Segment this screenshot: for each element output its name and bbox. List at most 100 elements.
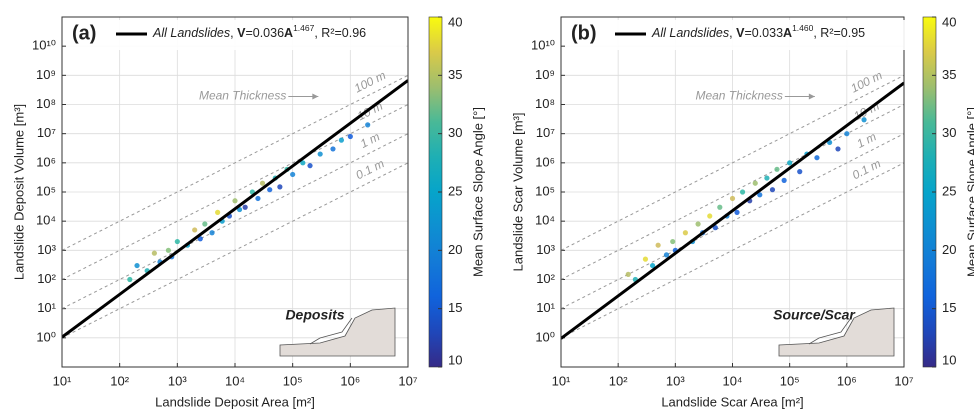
y-tick-label: 10⁶ — [535, 154, 555, 169]
colorbar-tick-label: 35 — [448, 67, 462, 82]
y-tick-label: 10⁵ — [36, 183, 56, 198]
data-point — [642, 256, 649, 262]
x-tick-label: 10⁶ — [837, 373, 857, 388]
colorbar-tick-label: 10 — [942, 352, 956, 367]
data-point — [707, 213, 713, 219]
legend-a: 0.036 — [253, 26, 284, 40]
data-point — [347, 133, 353, 140]
y-tick-label: 10⁸ — [36, 96, 56, 111]
legend-r2: 0.95 — [841, 26, 865, 40]
thickness-line — [62, 162, 408, 339]
inset-slide — [808, 317, 852, 345]
data-point — [197, 236, 203, 242]
x-tick-label: 10³ — [168, 373, 187, 388]
x-axis-label: Landslide Deposit Area [m²] — [155, 394, 315, 409]
x-tick-label: 10⁷ — [398, 373, 417, 388]
data-point — [670, 238, 676, 245]
thickness-line — [561, 133, 904, 310]
data-point — [695, 221, 701, 227]
y-tick-label: 10⁷ — [37, 125, 56, 140]
data-point — [752, 180, 758, 186]
colorbar-tick-label: 15 — [448, 300, 462, 315]
y-tick-label: 10¹ — [536, 300, 555, 315]
data-point — [307, 163, 313, 169]
thickness-line — [62, 74, 408, 251]
y-tick-label: 10¹⁰ — [32, 38, 56, 53]
y-tick-label: 10² — [37, 271, 56, 286]
y-tick-label: 10⁵ — [535, 183, 555, 198]
data-point — [625, 271, 631, 277]
inset-shape — [279, 307, 396, 357]
x-tick-label: 10⁵ — [780, 373, 800, 388]
thickness-title: Mean Thickness — [695, 89, 782, 103]
data-point — [734, 209, 740, 215]
data-point — [844, 131, 850, 137]
thickness-line — [561, 162, 904, 339]
colorbar-tick-label: 20 — [448, 242, 462, 257]
x-axis-label: Landslide Scar Area [m²] — [661, 394, 803, 409]
y-tick-label: 10⁹ — [535, 67, 555, 82]
thickness-line — [62, 104, 408, 280]
colorbar-label: Mean Surface Slope Angle [°] — [470, 107, 485, 277]
axes-frame — [61, 16, 409, 368]
colorbar-tick-label: 40 — [448, 14, 462, 29]
y-tick-label: 10⁶ — [36, 154, 56, 169]
legend-lhs: V — [237, 26, 246, 40]
y-tick-label: 10² — [536, 271, 555, 286]
legend-text: All Landslides, V=0.033A1.460, R²=0.95 — [651, 23, 865, 40]
legend-eq: = — [744, 26, 751, 40]
data-point — [317, 151, 323, 157]
data-point — [861, 117, 867, 123]
x-tick-label: 10¹ — [552, 373, 571, 388]
data-point — [330, 146, 336, 152]
colorbar-tick-label: 25 — [448, 183, 462, 198]
x-tick-label: 10² — [609, 373, 628, 388]
data-point — [290, 171, 296, 178]
data-point — [814, 155, 820, 161]
thickness-arrowhead — [312, 93, 319, 100]
data-point — [717, 204, 723, 210]
data-point — [215, 209, 221, 215]
y-tick-label: 10³ — [37, 242, 56, 257]
y-tick-label: 10⁰ — [36, 329, 56, 344]
y-tick-label: 10⁷ — [536, 125, 555, 140]
y-tick-label: 10³ — [536, 242, 555, 257]
data-point — [739, 189, 746, 195]
y-tick-label: 10¹ — [37, 300, 56, 315]
colorbar-tick-label: 40 — [942, 14, 956, 29]
x-tick-label: 10³ — [666, 373, 685, 388]
data-point — [338, 137, 345, 143]
y-tick-label: 10¹⁰ — [531, 38, 555, 53]
x-tick-label: 10⁴ — [225, 373, 245, 388]
colorbar-tick-label: 30 — [448, 125, 462, 140]
data-point — [365, 122, 371, 128]
legend-r2: 0.96 — [342, 26, 366, 40]
data-point — [663, 252, 670, 258]
legend-lhs: V — [736, 26, 745, 40]
data-point — [277, 184, 283, 190]
data-point — [774, 166, 780, 172]
axes-frame — [560, 16, 905, 368]
y-tick-label: 10⁴ — [535, 213, 555, 228]
x-tick-label: 10¹ — [53, 373, 72, 388]
thickness-line — [62, 133, 408, 310]
data-point — [769, 187, 776, 193]
legend-b: 1.467 — [293, 23, 315, 33]
x-tick-label: 10⁶ — [340, 373, 360, 388]
inset-label: Source/Scar — [773, 307, 856, 323]
y-axis-label: Landslide Scar Volume [m³] — [510, 113, 525, 272]
legend-r2-text: , R²= — [314, 26, 341, 40]
colorbar-tick-label: 25 — [942, 183, 956, 198]
y-tick-label: 10⁹ — [36, 67, 56, 82]
inset-shape — [778, 307, 895, 357]
fit-line — [561, 81, 904, 340]
y-tick-label: 10⁴ — [36, 213, 56, 228]
data-point — [729, 195, 736, 202]
data-point — [757, 192, 763, 198]
data-point — [259, 180, 266, 186]
data-point — [835, 146, 841, 152]
thickness-line — [561, 74, 904, 251]
legend-sep: , — [729, 26, 736, 40]
legend-name: All Landslides — [651, 26, 729, 40]
